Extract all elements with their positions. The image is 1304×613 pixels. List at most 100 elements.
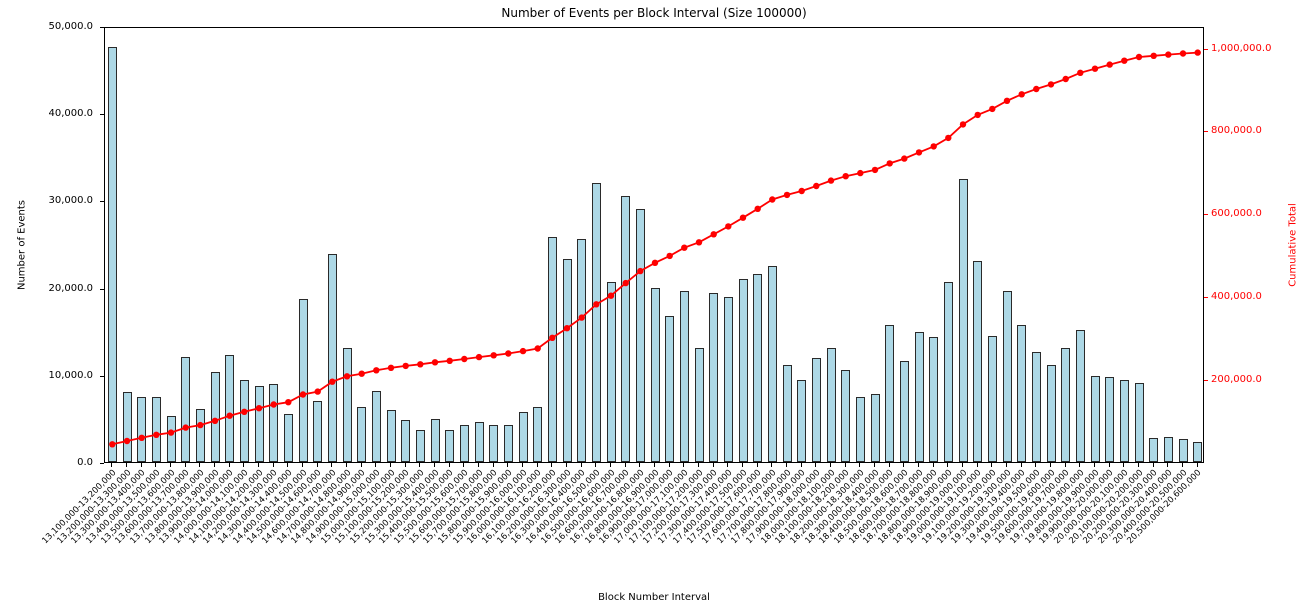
y2-tick-label: 1,000,000.0	[1211, 42, 1272, 54]
cumulative-point	[1106, 61, 1113, 68]
cumulative-point	[1018, 91, 1025, 98]
x-tick-mark	[1020, 463, 1022, 467]
bar	[635, 209, 645, 462]
bar	[621, 196, 631, 462]
cumulative-point	[563, 325, 571, 332]
bar	[811, 358, 821, 462]
chart-title: Number of Events per Block Interval (Siz…	[501, 6, 807, 20]
bar	[313, 400, 323, 462]
x-tick-mark	[698, 463, 699, 467]
y-tick-mark	[100, 114, 104, 116]
x-tick-mark	[258, 463, 259, 467]
x-tick-mark	[404, 463, 406, 467]
cumulative-point	[402, 362, 409, 370]
bar	[841, 369, 851, 462]
cumulative-point	[1003, 97, 1011, 105]
x-tick-mark	[859, 463, 861, 467]
bar	[958, 178, 968, 462]
cumulative-point	[871, 166, 879, 174]
bar	[137, 396, 147, 462]
x-tick-mark	[360, 463, 362, 467]
bar	[518, 412, 528, 462]
cumulative-point	[358, 370, 365, 377]
cumulative-point	[270, 401, 277, 408]
cumulative-point	[695, 239, 703, 246]
bar	[1090, 375, 1100, 462]
bar	[474, 421, 484, 462]
bar	[166, 415, 176, 462]
x-tick-mark	[199, 463, 201, 467]
bar	[386, 409, 396, 462]
x-tick-mark	[903, 463, 905, 467]
x-tick-mark	[522, 463, 523, 467]
cumulative-point	[343, 373, 351, 380]
cumulative-point	[725, 223, 732, 230]
x-tick-mark	[1108, 463, 1110, 467]
y-tick-mark	[100, 27, 104, 28]
x-tick-mark	[786, 463, 787, 467]
bar	[1105, 377, 1115, 462]
x-tick-mark	[507, 463, 509, 467]
x-tick-mark	[947, 463, 949, 467]
cumulative-point	[241, 408, 248, 415]
cumulative-point	[211, 417, 219, 424]
x-tick-mark	[170, 463, 171, 467]
x-axis-label: Block Number Interval	[598, 592, 710, 603]
bar	[855, 396, 865, 462]
x-tick-mark	[419, 463, 421, 467]
x-tick-mark	[1123, 463, 1125, 467]
x-tick-mark	[991, 463, 993, 467]
bar	[401, 420, 411, 462]
cumulative-point	[783, 191, 791, 199]
cumulative-point	[915, 149, 923, 156]
cumulative-point	[578, 314, 585, 321]
cumulative-point	[739, 214, 747, 221]
bar	[1002, 291, 1012, 462]
y2-tick-mark	[1204, 380, 1208, 382]
cumulative-point	[901, 155, 908, 162]
x-tick-mark	[1035, 463, 1037, 467]
bar	[1163, 436, 1173, 462]
y-tick-label: 50,000.0	[48, 21, 93, 32]
cumulative-point	[534, 345, 541, 352]
cumulative-point	[549, 334, 556, 341]
x-tick-mark	[390, 463, 391, 467]
bar	[210, 372, 220, 462]
cumulative-point	[813, 182, 820, 190]
bar	[181, 357, 191, 462]
cumulative-point	[842, 173, 849, 180]
cumulative-point	[417, 361, 424, 368]
cumulative-point	[285, 399, 292, 406]
bar	[929, 337, 939, 462]
x-tick-mark	[668, 463, 670, 467]
bar	[679, 291, 689, 462]
bar	[327, 254, 337, 462]
left-axis-label: Number of Events	[16, 199, 28, 291]
bar	[987, 336, 997, 462]
cumulative-point	[945, 134, 952, 142]
cumulative-point	[446, 357, 453, 364]
cumulative-point	[1033, 85, 1040, 93]
cumulative-point	[651, 259, 659, 266]
bar	[489, 424, 499, 462]
bar	[298, 298, 308, 462]
x-tick-mark	[1064, 463, 1066, 467]
cumulative-point	[974, 111, 981, 119]
x-tick-mark	[536, 463, 538, 467]
y-tick-label: 30,000.0	[48, 195, 93, 207]
cumulative-point	[167, 429, 175, 436]
cumulative-point	[255, 405, 263, 412]
bar	[547, 237, 557, 462]
x-tick-mark	[434, 463, 435, 467]
cumulative-point	[1062, 75, 1069, 83]
bar	[870, 393, 880, 462]
cumulative-point	[666, 252, 673, 260]
bar	[533, 407, 543, 462]
bar	[899, 360, 909, 462]
cumulative-point	[827, 177, 835, 184]
x-axis-tick-labels: 13,100,000-13,200,000 13,200,000-13,300,0…	[40, 468, 1204, 598]
bar	[239, 380, 249, 462]
x-tick-mark	[962, 463, 963, 467]
bar	[151, 397, 161, 462]
plot-area	[104, 27, 1204, 463]
